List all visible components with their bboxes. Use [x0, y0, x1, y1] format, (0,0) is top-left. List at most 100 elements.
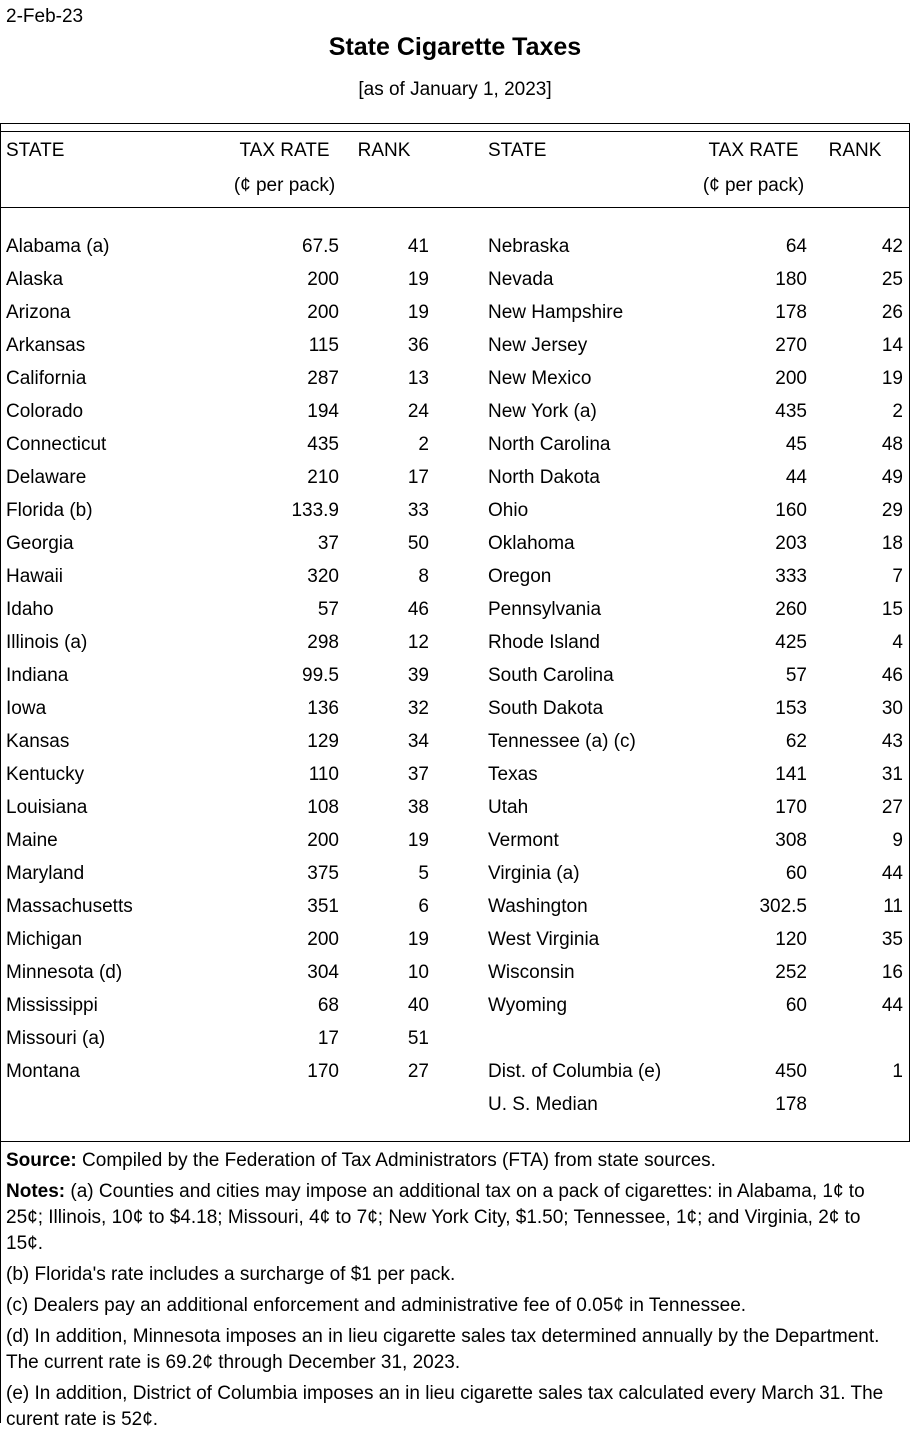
tax-rate-left: 320: [307, 566, 339, 587]
header-unit-right: (¢ per pack): [702, 175, 805, 196]
state-name-right: South Carolina: [488, 665, 614, 686]
rank-right: 18: [881, 533, 903, 554]
state-name-left: California: [6, 368, 87, 389]
rank-right: 48: [881, 434, 903, 455]
source-label: Source:: [6, 1150, 77, 1171]
rank-left: 8: [418, 566, 429, 587]
header-state-right: STATE: [488, 140, 547, 161]
tax-rate-left: 37: [317, 533, 339, 554]
table-row: Delaware 210 17 North Dakota 44 49: [0, 461, 910, 494]
table-left-border: [0, 123, 1, 1423]
document-date: 2-Feb-23: [6, 6, 84, 27]
tax-rate-left: 287: [307, 368, 339, 389]
tax-rate-left: 110: [308, 764, 339, 785]
state-name-left: Missouri (a): [6, 1028, 106, 1049]
state-name-left: Florida (b): [6, 500, 93, 521]
rank-right: 25: [881, 269, 903, 290]
rank-right: 19: [881, 368, 903, 389]
state-name-right: West Virginia: [488, 929, 600, 950]
state-name-left: Maryland: [6, 863, 85, 884]
state-name-left: Maine: [6, 830, 58, 851]
tax-rate-left: 200: [307, 302, 339, 323]
tax-rate-right: 260: [775, 599, 807, 620]
state-name-right: New York (a): [488, 401, 597, 422]
rank-right: 44: [881, 863, 903, 884]
tax-rate-left: 375: [307, 863, 339, 884]
table-row: Illinois (a) 298 12 Rhode Island 425 4: [0, 626, 910, 659]
table-body: Alabama (a) 67.5 41 Nebraska 64 42 Alask…: [0, 230, 910, 1121]
tax-rate-right: 64: [785, 236, 807, 257]
tax-rate-left: 108: [307, 797, 339, 818]
rank-left: 10: [407, 962, 429, 983]
tax-rate-left: 298: [307, 632, 339, 653]
state-name-left: Arkansas: [6, 335, 86, 356]
tax-rate-left: 200: [307, 830, 339, 851]
state-name-right: Nebraska: [488, 236, 570, 257]
table-row: Michigan 200 19 West Virginia 120 35: [0, 923, 910, 956]
state-name-left: Idaho: [6, 599, 54, 620]
rank-right: 35: [881, 929, 903, 950]
rank-left: 19: [407, 302, 429, 323]
table-row: Indiana 99.5 39 South Carolina 57 46: [0, 659, 910, 692]
table-row: Kentucky 110 37 Texas 141 31: [0, 758, 910, 791]
table-row: Kansas 129 34 Tennessee (a) (c) 62 43: [0, 725, 910, 758]
tax-rate-left: [230, 1088, 339, 1121]
state-name-left: Illinois (a): [6, 632, 88, 653]
state-name-right: Oklahoma: [488, 533, 575, 554]
rank-left: 19: [407, 830, 429, 851]
tax-rate-left: 133.9: [291, 500, 339, 521]
tax-rate-left: 99.5: [302, 665, 339, 686]
state-name-left: Colorado: [6, 401, 84, 422]
rank-left: 50: [407, 533, 429, 554]
rank-right: 30: [881, 698, 903, 719]
state-name-left: Alabama (a): [6, 236, 110, 257]
rank-left: 36: [407, 335, 429, 356]
state-name-left: Iowa: [6, 698, 47, 719]
table-row: Idaho 57 46 Pennsylvania 260 15: [0, 593, 910, 626]
state-name-right: Rhode Island: [488, 632, 600, 653]
state-name-right: Oregon: [488, 566, 552, 587]
state-name-right: New Jersey: [488, 335, 588, 356]
state-name-right: Wyoming: [488, 995, 568, 1016]
tax-rate-right: 180: [775, 269, 807, 290]
table-row: Maine 200 19 Vermont 308 9: [0, 824, 910, 857]
tax-rate-left: 435: [307, 434, 339, 455]
table-header-row: STATE TAX RATE RANK STATE TAX RATE RANK: [0, 140, 910, 162]
table-row: U. S. Median 178: [0, 1088, 910, 1121]
tax-rate-right: 44: [785, 467, 807, 488]
note-e: (e) In addition, District of Columbia im…: [6, 1383, 884, 1430]
rank-left: 39: [407, 665, 429, 686]
footer-top-rule: [0, 1141, 910, 1142]
state-name-right: Tennessee (a) (c): [488, 731, 636, 752]
tax-rate-left: 68: [317, 995, 339, 1016]
header-rank-left: RANK: [357, 140, 411, 161]
state-name-right: Texas: [488, 764, 538, 785]
rank-left: 19: [407, 929, 429, 950]
tax-rate-right: 153: [775, 698, 807, 719]
tax-rate-left: 351: [307, 896, 339, 917]
tax-rate-right: 270: [775, 335, 807, 356]
tax-rate-left: 210: [307, 467, 339, 488]
header-tax-rate-left: TAX RATE: [239, 140, 330, 161]
rank-right: 49: [881, 467, 903, 488]
header-bottom-rule: [0, 207, 910, 208]
state-name-right: Wisconsin: [488, 962, 575, 983]
rank-right: 1: [892, 1061, 903, 1082]
rank-right: 9: [892, 830, 903, 851]
rank-left: 2: [418, 434, 429, 455]
tax-rate-right: 425: [775, 632, 807, 653]
table-unit-row: (¢ per pack) (¢ per pack): [0, 175, 910, 197]
state-name-right: Dist. of Columbia (e): [488, 1061, 662, 1082]
rank-left: 37: [407, 764, 429, 785]
page-title: State Cigarette Taxes: [328, 33, 582, 61]
state-name-left: Massachusetts: [6, 896, 133, 917]
source-line: Source: Compiled by the Federation of Ta…: [6, 1148, 899, 1174]
table-row: Hawaii 320 8 Oregon 333 7: [0, 560, 910, 593]
tax-rate-left: 304: [307, 962, 339, 983]
tax-rate-right: 252: [775, 962, 807, 983]
notes-label: Notes:: [6, 1181, 66, 1202]
table-row: Maryland 375 5 Virginia (a) 60 44: [0, 857, 910, 890]
tax-rate-left: 200: [307, 269, 339, 290]
rank-left: 6: [418, 896, 429, 917]
state-name-left: Hawaii: [6, 566, 64, 587]
